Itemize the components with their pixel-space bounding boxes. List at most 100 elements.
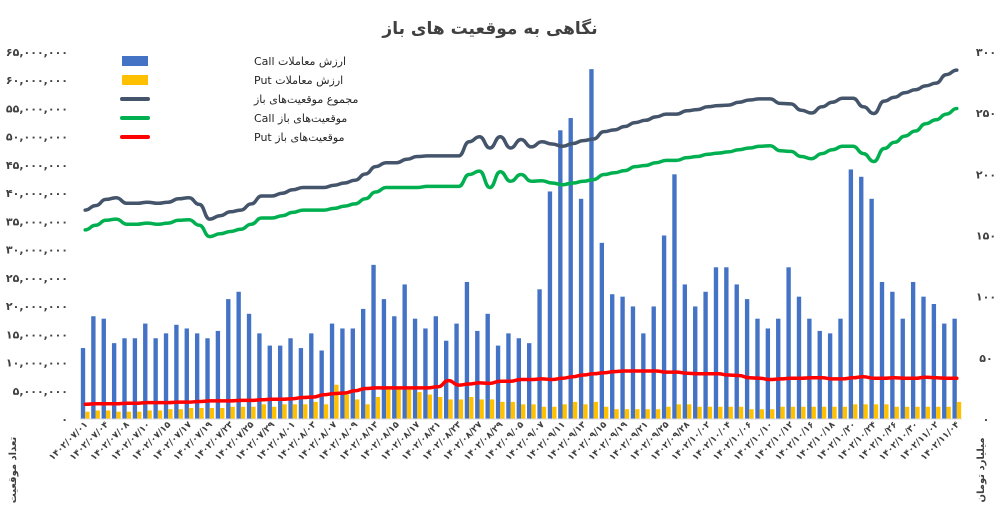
call-value-bar bbox=[132, 338, 138, 419]
put-value-bar bbox=[427, 394, 432, 419]
call-value-bar bbox=[226, 299, 231, 419]
call-value-bar bbox=[651, 306, 656, 419]
y-left-tick-label: ۴۵,۰۰۰,۰۰۰ bbox=[6, 159, 68, 172]
y-left-tick-label: ۳۵,۰۰۰,۰۰۰ bbox=[6, 215, 68, 228]
put-value-bar bbox=[313, 401, 318, 419]
put-value-bar bbox=[510, 401, 515, 419]
call-value-bar bbox=[931, 304, 937, 419]
legend-item-call-positions: موقعیت‌های باز Call bbox=[120, 112, 347, 125]
call-value-bar bbox=[734, 284, 739, 419]
call-value-bar bbox=[641, 333, 646, 419]
call-value-bar bbox=[578, 198, 584, 419]
legend-label: مجموع موقعیت‌های باز bbox=[253, 93, 358, 106]
call-value-bar bbox=[360, 308, 366, 419]
call-value-bar bbox=[537, 289, 542, 419]
y-right-tick-label: ۵۰ bbox=[979, 352, 992, 365]
call-value-bar bbox=[454, 323, 459, 419]
put-value-bar bbox=[417, 392, 422, 419]
call-value-bar bbox=[693, 306, 698, 419]
legend-label: موقعیت‌های باز Call bbox=[254, 112, 347, 125]
put-value-bar bbox=[562, 404, 567, 419]
call-value-bar bbox=[827, 333, 833, 419]
put-value-bar bbox=[354, 399, 360, 419]
put-value-bar bbox=[240, 406, 246, 419]
put-value-bar bbox=[936, 406, 941, 419]
call-value-bar bbox=[277, 345, 283, 419]
put-value-bar bbox=[541, 406, 547, 419]
legend-item-put-value: ارزش معاملات Put bbox=[122, 74, 343, 87]
put-value-bar bbox=[230, 406, 235, 419]
call-value-bar bbox=[838, 318, 843, 419]
call-value-bar bbox=[703, 291, 708, 419]
put-open-positions-line bbox=[83, 369, 959, 407]
call-value-bar bbox=[900, 318, 905, 419]
call-value-bar bbox=[111, 343, 117, 419]
put-value-bar bbox=[925, 406, 931, 419]
put-value-bar bbox=[95, 410, 100, 419]
call-value-bar bbox=[630, 306, 636, 419]
call-value-bar bbox=[194, 333, 200, 419]
call-value-bar bbox=[205, 338, 210, 419]
call-value-bar bbox=[433, 316, 438, 419]
put-value-bar bbox=[157, 410, 163, 419]
put-value-bar bbox=[199, 407, 204, 419]
call-value-bar bbox=[869, 198, 874, 419]
call-value-bar bbox=[807, 318, 812, 419]
y-left-tick-label: ۵,۰۰۰,۰۰۰ bbox=[13, 385, 68, 398]
legend-item-call-value: ارزش معاملات Call bbox=[122, 55, 346, 68]
call-value-bar bbox=[236, 291, 241, 419]
y-right-tick-label: ۳۰۰ bbox=[976, 46, 996, 59]
put-value-bar bbox=[406, 389, 412, 419]
chart-title: نگاهی به موقعیت های باز bbox=[381, 18, 597, 39]
put-value-bar bbox=[614, 409, 619, 419]
call-value-bar bbox=[776, 318, 781, 419]
put-value-bar bbox=[375, 396, 381, 419]
call-value-bar bbox=[859, 176, 864, 419]
legend-label: ارزش معاملات Put bbox=[254, 74, 343, 87]
put-value-bar bbox=[707, 406, 713, 419]
put-value-bar bbox=[904, 406, 910, 419]
put-value-bar bbox=[749, 409, 754, 419]
put-value-bar bbox=[593, 401, 598, 419]
put-value-bar bbox=[105, 410, 111, 419]
put-value-bar bbox=[624, 409, 630, 419]
put-value-bar bbox=[811, 406, 816, 419]
call-value-bar bbox=[506, 333, 511, 419]
put-value-bar bbox=[645, 409, 650, 419]
put-value-bar bbox=[738, 406, 744, 419]
put-value-bar bbox=[85, 411, 90, 419]
call-value-bar bbox=[475, 330, 480, 419]
put-value-bar bbox=[759, 409, 765, 419]
put-value-bar bbox=[956, 401, 962, 419]
put-value-bar bbox=[437, 396, 443, 419]
y-left-tick-label: ۵۵,۰۰۰,۰۰۰ bbox=[6, 102, 68, 115]
put-value-bar bbox=[666, 406, 671, 419]
put-value-bar bbox=[676, 404, 682, 419]
call-value-bar bbox=[589, 69, 594, 420]
call-value-bar bbox=[122, 338, 127, 419]
put-value-bar bbox=[469, 396, 474, 419]
put-value-bar bbox=[687, 404, 692, 419]
put-value-bar bbox=[489, 399, 495, 419]
put-value-bar bbox=[780, 406, 785, 419]
put-value-bar bbox=[790, 406, 796, 419]
put-value-bar bbox=[821, 406, 827, 419]
call-value-bar bbox=[298, 348, 304, 419]
y-right-tick-label: ۲۵۰ bbox=[976, 107, 996, 120]
put-value-bar bbox=[873, 404, 879, 419]
y-left-tick-label: ۲۰,۰۰۰,۰۰۰ bbox=[6, 300, 68, 313]
put-value-bar bbox=[344, 394, 349, 419]
put-value-bar bbox=[448, 399, 453, 419]
put-value-bar bbox=[147, 410, 152, 419]
put-value-bar bbox=[188, 407, 194, 419]
y-right-tick-label: ۱۵۰ bbox=[976, 230, 996, 243]
put-value-bar bbox=[209, 407, 215, 419]
call-value-bar bbox=[755, 318, 760, 419]
y-right-axis-label: میلیارد تومان bbox=[976, 437, 987, 502]
call-value-bar bbox=[713, 267, 719, 419]
put-value-bar bbox=[946, 406, 951, 419]
call-value-bar bbox=[267, 345, 272, 419]
y-right-tick-label: ۲۰۰ bbox=[976, 168, 996, 181]
line-series-group bbox=[83, 68, 959, 407]
